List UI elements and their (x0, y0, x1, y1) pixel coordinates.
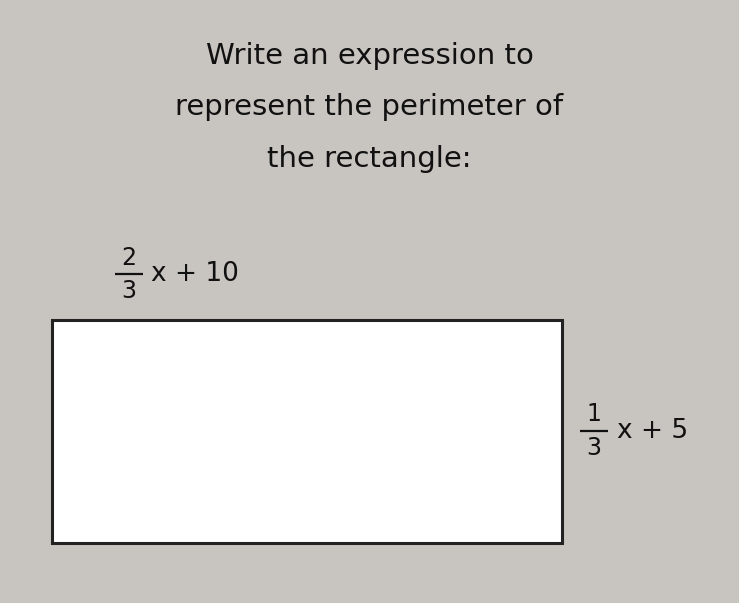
Text: 1: 1 (587, 402, 602, 426)
Bar (52, 320, 562, 543)
Text: represent the perimeter of: represent the perimeter of (175, 93, 564, 121)
Text: 2: 2 (121, 245, 136, 270)
Text: the rectangle:: the rectangle: (268, 145, 471, 172)
Text: x + 10: x + 10 (151, 261, 239, 288)
Text: 3: 3 (587, 436, 602, 460)
Text: Write an expression to: Write an expression to (205, 42, 534, 70)
Text: 3: 3 (121, 279, 136, 303)
Text: x + 5: x + 5 (617, 418, 688, 444)
